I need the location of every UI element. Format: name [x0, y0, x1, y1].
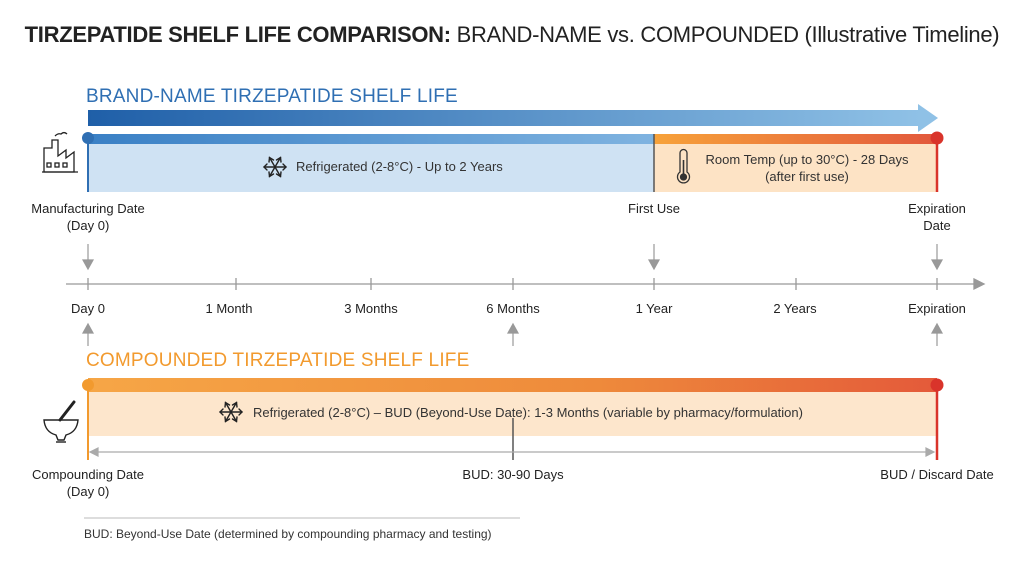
- tick-label: 3 Months: [344, 301, 398, 316]
- title-bold: TIRZEPATIDE SHELF LIFE COMPARISON:: [24, 22, 451, 47]
- compounded-end-dot: [930, 378, 944, 392]
- compounding-line1: Compounding Date: [31, 467, 145, 482]
- brand-section-title: BRAND-NAME TIRZEPATIDE SHELF LIFE: [86, 86, 458, 107]
- bud-mid-label: BUD: 30-90 Days: [462, 467, 564, 482]
- tick-label: 1 Year: [635, 301, 673, 316]
- expiration-line2: Date: [923, 218, 951, 233]
- snowflake-icon: [263, 156, 287, 178]
- title-rest: BRAND-NAME vs. COMPOUNDED (Illustrative …: [456, 22, 1000, 47]
- footnote: BUD: Beyond-Use Date (determined by comp…: [84, 527, 492, 541]
- expiration-line1: Expiration: [908, 201, 966, 216]
- snowflake-icon: [219, 401, 243, 423]
- tick-label: Expiration: [908, 301, 966, 316]
- compounded-refrigerated-text: Refrigerated (2-8°C) – BUD (Beyond-Use D…: [253, 405, 803, 420]
- page-title: TIRZEPATIDE SHELF LIFE COMPARISON: BRAND…: [0, 22, 1024, 48]
- compounded-span-arrow: [88, 447, 936, 457]
- expiration-date-label: Expiration Date: [887, 200, 987, 234]
- brand-refrigerated-bar: [88, 134, 654, 144]
- brand-room-temp-text: Room Temp (up to 30°C) - 28 Days (after …: [692, 151, 922, 185]
- brand-refrigerated-panel: [88, 142, 654, 192]
- brand-room-temp-panel: [654, 142, 937, 192]
- tick-label: 1 Month: [205, 301, 253, 316]
- room-temp-line1: Room Temp (up to 30°C) - 28 Days: [705, 152, 909, 167]
- timeline-axis: [66, 277, 986, 291]
- first-use-label: First Use: [628, 201, 680, 216]
- manufacturing-line2: (Day 0): [66, 218, 110, 233]
- brand-arrow: [88, 104, 938, 132]
- compounded-bar: [88, 378, 937, 392]
- tick-label: 2 Years: [773, 301, 817, 316]
- label-arrows: [81, 244, 944, 346]
- brand-room-temp-bar: [654, 134, 937, 144]
- brand-refrigerated-text: Refrigerated (2-8°C) - Up to 2 Years: [296, 159, 503, 174]
- thermometer-icon: [676, 148, 691, 184]
- bud-discard-label: BUD / Discard Date: [880, 467, 994, 482]
- compounding-line2: (Day 0): [66, 484, 110, 499]
- tick-label: 6 Months: [486, 301, 540, 316]
- brand-end-dot: [930, 131, 944, 145]
- manufacturing-date-label: Manufacturing Date (Day 0): [18, 200, 158, 234]
- factory-icon: [42, 131, 78, 173]
- compounded-section-title: COMPOUNDED TIRZEPATIDE SHELF LIFE: [86, 350, 470, 371]
- mortar-pestle-icon: [43, 400, 79, 443]
- tick-label: Day 0: [71, 301, 105, 316]
- room-temp-line2: (after first use): [765, 169, 849, 184]
- compounding-date-label: Compounding Date (Day 0): [18, 466, 158, 500]
- compounded-start-dot: [82, 379, 94, 391]
- manufacturing-line1: Manufacturing Date: [31, 201, 145, 216]
- brand-start-dot: [82, 132, 94, 144]
